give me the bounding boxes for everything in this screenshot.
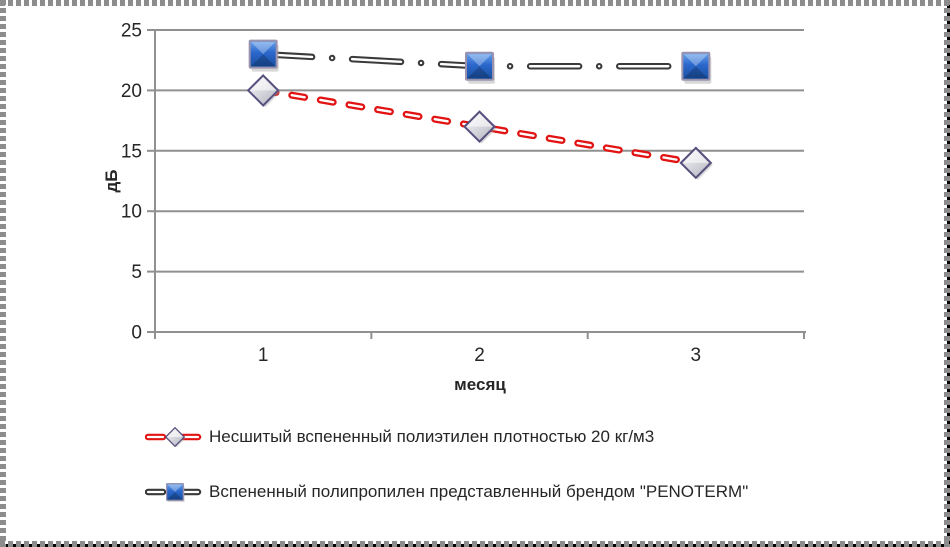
- y-tick-label: 20: [121, 81, 142, 102]
- data-point-marker-square[interactable]: [465, 51, 495, 84]
- dashed-border-top: [0, 0, 950, 6]
- dashed-border-bottom: [0, 541, 950, 547]
- data-point-marker-square[interactable]: [681, 51, 712, 84]
- y-tick-label: 0: [131, 323, 142, 344]
- dashed-border-left: [0, 0, 6, 547]
- data-point-marker-diamond[interactable]: [164, 427, 186, 447]
- y-tick-label: 15: [121, 141, 142, 162]
- legend: Несшитый вспененный полиэтилен плотность…: [145, 426, 748, 536]
- y-tick-label: 5: [131, 262, 142, 283]
- x-tick-label: 3: [691, 345, 702, 366]
- data-point-marker-diamond[interactable]: [679, 146, 713, 180]
- data-point-marker-diamond[interactable]: [463, 110, 497, 144]
- data-point-marker-square[interactable]: [166, 483, 185, 502]
- x-tick-label: 2: [474, 345, 485, 366]
- legend-marker-black-dash-square-icon: [145, 483, 205, 502]
- legend-marker-red-dash-diamond-icon: [145, 427, 205, 447]
- legend-label: Несшитый вспененный полиэтилен плотность…: [209, 427, 655, 446]
- y-tick-label: 10: [121, 202, 142, 223]
- dashed-border-right: [944, 0, 950, 547]
- x-axis-title: месяц: [454, 375, 506, 394]
- legend-item-polyethylene[interactable]: Несшитый вспененный полиэтилен плотность…: [145, 426, 748, 448]
- legend-item-penoterm[interactable]: Вспененный полипропилен представленный б…: [145, 481, 748, 503]
- x-tick-label: 1: [258, 345, 269, 366]
- y-tick-label: 25: [121, 21, 142, 42]
- y-axis-title: дБ: [102, 169, 121, 193]
- legend-label: Вспененный полипропилен представленный б…: [209, 482, 749, 501]
- data-point-marker-square[interactable]: [248, 39, 279, 72]
- data-point-marker-diamond[interactable]: [246, 73, 281, 108]
